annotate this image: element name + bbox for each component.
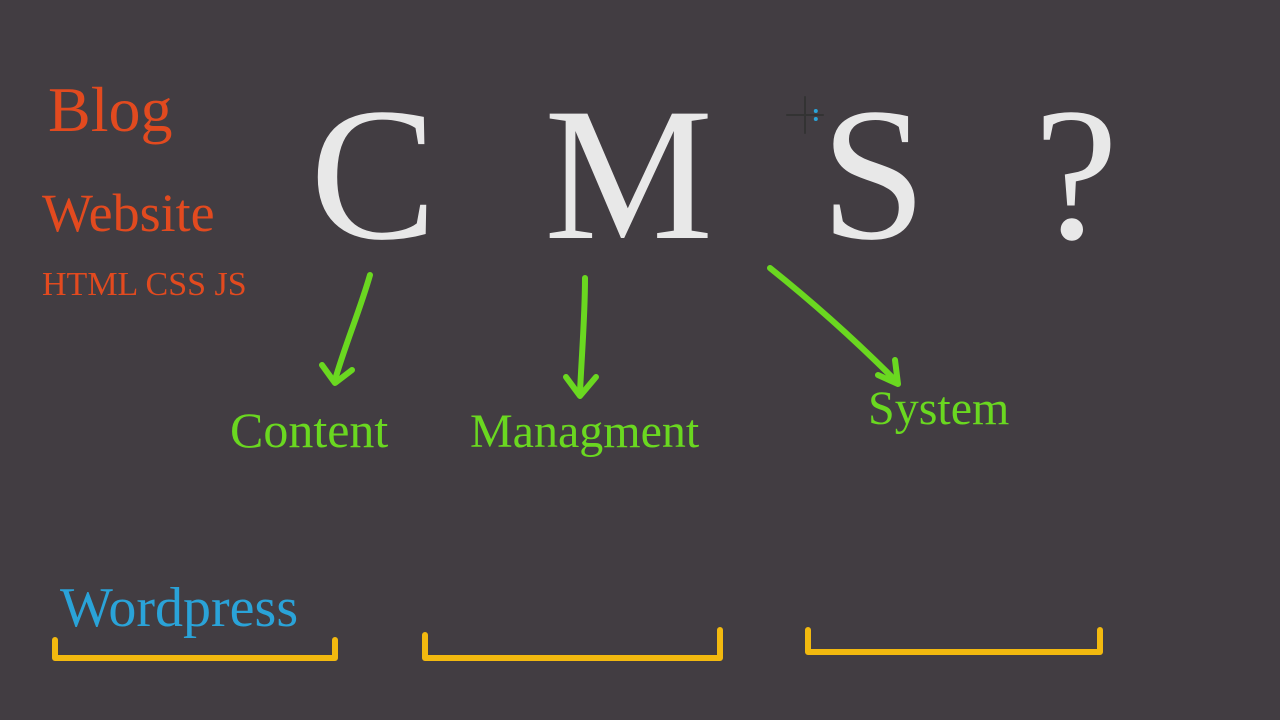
arrow-c-to-content xyxy=(335,275,370,380)
bracket-right xyxy=(808,630,1100,652)
label-system: System xyxy=(868,385,1009,433)
arrow-c-to-content-head xyxy=(322,365,352,383)
arrow-s-to-system-head xyxy=(878,360,898,384)
bracket-middle xyxy=(425,630,720,658)
side-note-htmlcssjs: HTML CSS JS xyxy=(42,268,247,302)
bracket-wordpress xyxy=(55,640,335,658)
side-note-blog: Blog xyxy=(48,78,172,142)
arrow-m-to-management-head xyxy=(566,377,596,396)
whiteboard-canvas: C M S ? Blog Website HTML CSS JS Content… xyxy=(0,0,1280,720)
label-content: Content xyxy=(230,405,388,455)
arrow-s-to-system xyxy=(770,268,895,380)
label-wordpress: Wordpress xyxy=(60,580,298,636)
label-management: Managment xyxy=(470,408,699,456)
title-cms: C M S ? xyxy=(310,80,1148,270)
arrow-m-to-management xyxy=(580,278,585,392)
side-note-website: Website xyxy=(42,186,215,240)
